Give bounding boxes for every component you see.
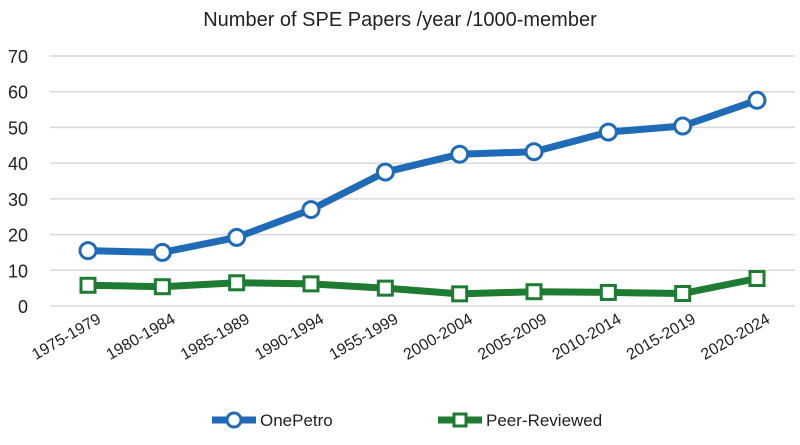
data-point	[598, 122, 618, 142]
y-tick-label: 70	[8, 47, 28, 67]
data-point	[451, 285, 469, 303]
series-onepetro	[78, 90, 767, 262]
series-peer-reviewed	[79, 270, 766, 303]
data-point	[301, 200, 321, 220]
legend-marker	[225, 411, 243, 429]
data-point	[450, 144, 470, 164]
data-point	[78, 241, 98, 261]
x-tick-label: 2015-2019	[624, 311, 699, 364]
x-tick-label: 1980-1984	[104, 311, 179, 364]
data-point	[152, 242, 172, 262]
y-tick-label: 60	[8, 83, 28, 103]
data-point	[599, 283, 617, 301]
data-point	[748, 270, 766, 287]
data-point	[375, 162, 395, 182]
x-tick-label: 1975-1979	[29, 311, 104, 364]
legend-item-peer-reviewed: Peer-Reviewed	[438, 411, 602, 430]
series-line	[87, 96, 759, 256]
x-tick-label: 1990-1994	[252, 311, 327, 364]
x-tick-label: 2010-2014	[550, 311, 625, 364]
data-point	[302, 275, 320, 293]
data-point	[524, 142, 544, 162]
legend-item-onepetro: OnePetro	[212, 411, 333, 430]
x-tick-label: 2005-2009	[475, 311, 550, 364]
y-tick-label: 10	[8, 261, 28, 281]
data-point	[153, 278, 171, 296]
y-tick-label: 50	[8, 118, 28, 138]
y-tick-label: 20	[8, 226, 28, 246]
data-point	[79, 276, 97, 294]
data-point	[228, 274, 246, 292]
x-tick-label: 1955-1999	[327, 311, 402, 364]
data-point	[376, 279, 394, 297]
legend-label: Peer-Reviewed	[486, 411, 602, 430]
x-tick-label: 2000-2004	[401, 311, 476, 364]
legend-marker	[452, 412, 468, 428]
x-tick-label: 2020-2024	[698, 311, 773, 364]
legend-label: OnePetro	[260, 411, 333, 430]
data-point	[674, 285, 692, 302]
chart-title: Number of SPE Papers /year /1000-member	[203, 9, 597, 31]
data-point	[227, 227, 247, 247]
x-tick-label: 1985-1989	[178, 311, 253, 364]
data-point	[673, 116, 693, 136]
y-tick-label: 30	[8, 190, 28, 210]
data-point	[747, 90, 767, 110]
y-tick-label: 0	[18, 297, 28, 317]
data-point	[525, 283, 543, 301]
y-tick-label: 40	[8, 154, 28, 174]
series-line	[87, 275, 758, 298]
